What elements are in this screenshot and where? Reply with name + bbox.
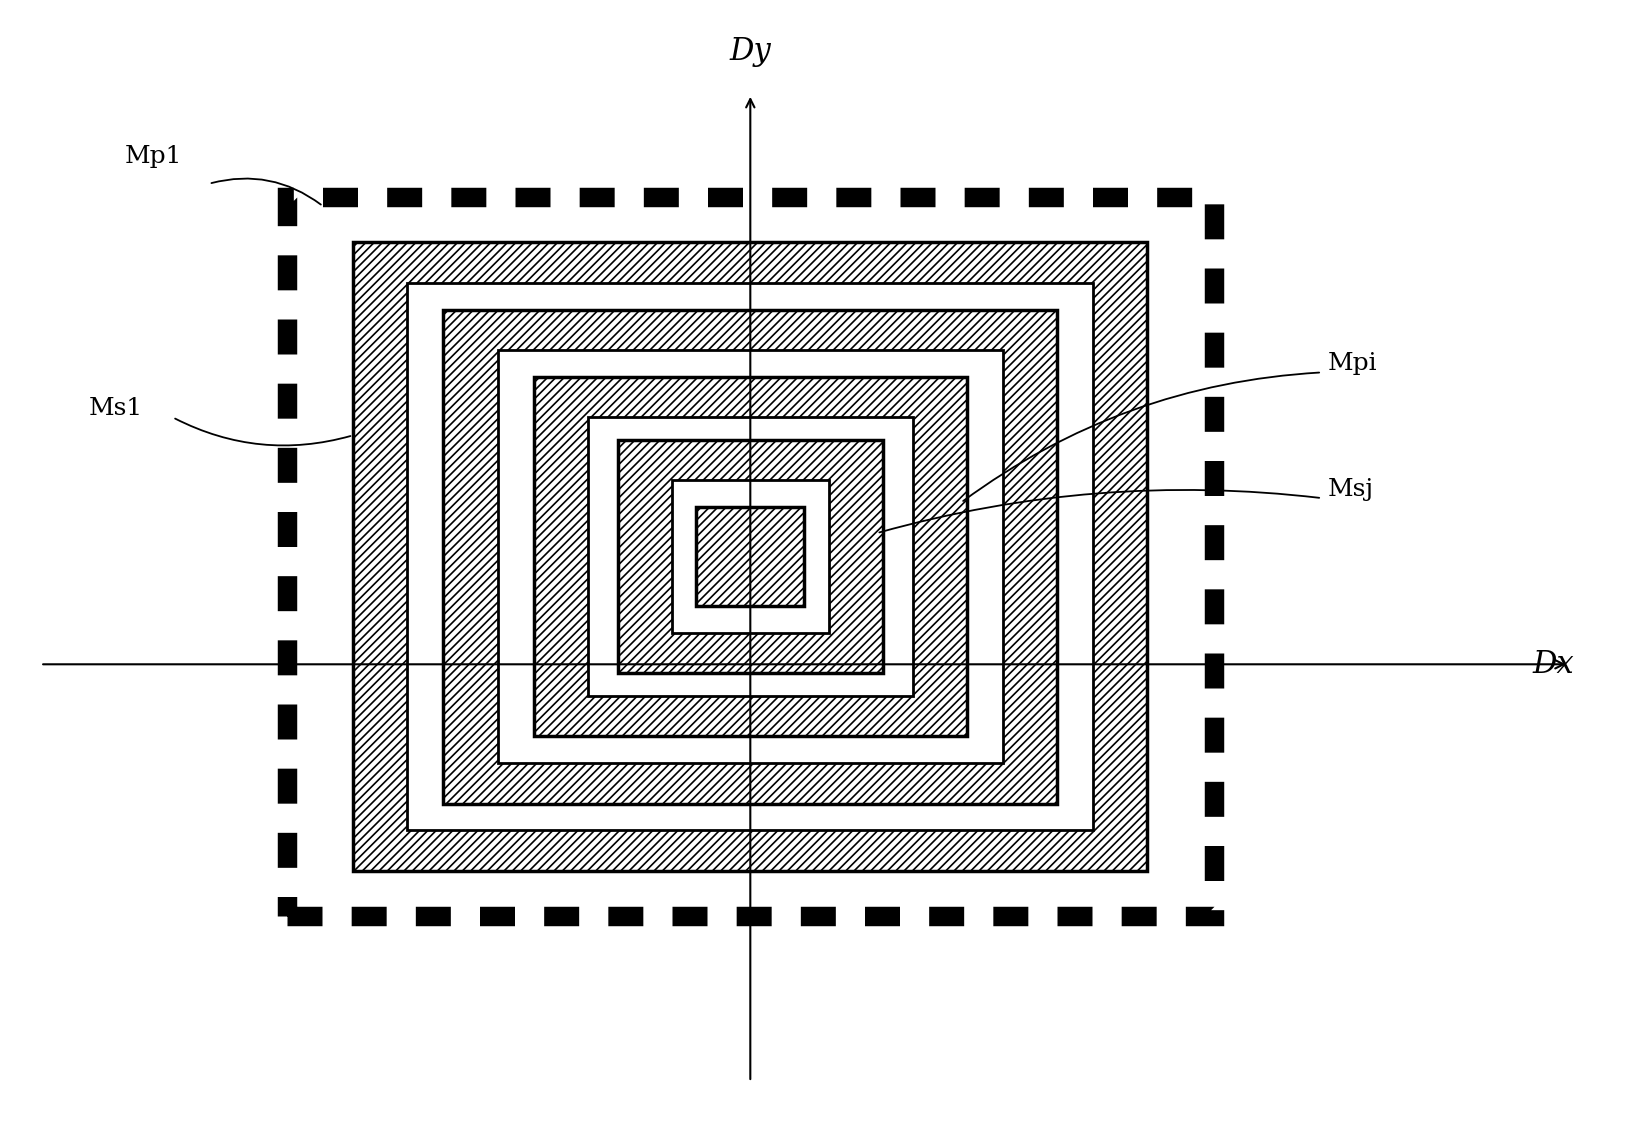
Text: Msj: Msj — [1327, 477, 1373, 501]
Bar — [498, 349, 1002, 763]
Bar — [287, 197, 1213, 916]
Text: Mpi: Mpi — [1327, 352, 1377, 374]
Bar — [617, 440, 883, 673]
Text: Dx: Dx — [1531, 649, 1573, 680]
Text: Ms1: Ms1 — [88, 397, 142, 420]
Bar — [406, 283, 1093, 830]
Bar — [672, 481, 827, 633]
Bar — [444, 310, 1056, 803]
Bar — [695, 507, 805, 606]
Bar — [353, 242, 1147, 871]
Bar — [534, 377, 966, 736]
Text: Mp1: Mp1 — [124, 146, 181, 169]
Text: Dy: Dy — [730, 36, 770, 67]
Bar — [588, 417, 912, 696]
